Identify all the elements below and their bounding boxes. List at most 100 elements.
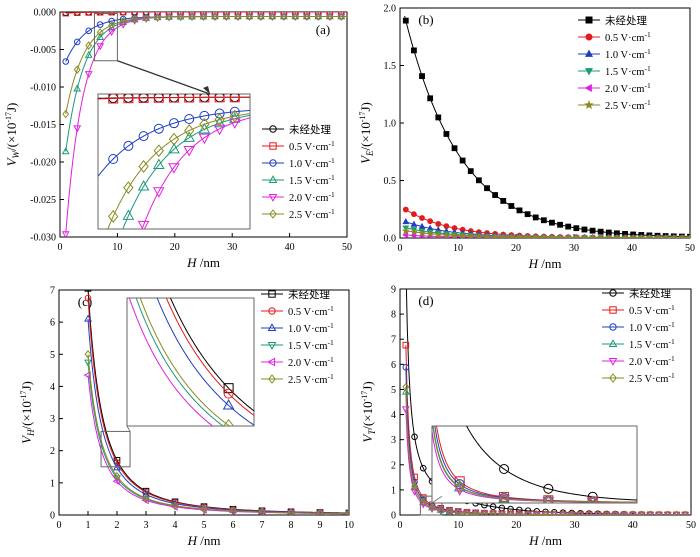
inset-series-line: [135, 298, 224, 426]
data-point: [576, 512, 585, 515]
legend-marker: [584, 99, 594, 110]
data-point: [653, 233, 662, 238]
data-point: [656, 510, 662, 515]
inset-data-point: [499, 464, 510, 475]
data-point: [291, 12, 299, 21]
x-tick-label: 50: [686, 520, 696, 531]
inset-data-point: [137, 180, 150, 191]
data-point: [685, 233, 690, 238]
inset-data-point: [168, 163, 180, 174]
data-point: [534, 510, 540, 515]
data-point: [542, 510, 549, 515]
y-tick-label: 1: [50, 478, 55, 489]
data-point: [229, 506, 237, 515]
zoom-region: [93, 13, 118, 62]
data-point: [234, 12, 242, 20]
data-point: [211, 12, 219, 20]
x-axis-label: H /nm: [186, 255, 220, 270]
data-point: [171, 501, 179, 510]
data-point: [474, 232, 483, 238]
data-point: [540, 217, 547, 224]
data-point: [85, 27, 92, 35]
x-tick-label: 0: [57, 520, 62, 531]
data-point: [119, 21, 128, 29]
data-point: [629, 510, 637, 515]
data-point: [443, 131, 450, 137]
data-point: [165, 14, 173, 22]
data-point: [595, 510, 601, 515]
y-tick-label: 1.5: [384, 61, 397, 72]
inset-data-point: [453, 485, 466, 496]
data-point: [257, 12, 265, 16]
y-tick-label: 7: [50, 286, 55, 297]
data-point: [524, 211, 531, 218]
data-point: [638, 510, 645, 515]
x-tick-label: 30: [569, 243, 579, 254]
data-point: [467, 168, 474, 175]
data-point: [303, 12, 311, 16]
data-point: [628, 512, 637, 515]
data-point: [621, 510, 627, 515]
data-point: [673, 510, 680, 515]
data-point: [402, 17, 409, 24]
data-point: [245, 12, 253, 21]
data-point: [411, 482, 418, 491]
data-point: [542, 510, 549, 515]
data-point: [142, 13, 150, 23]
data-point: [73, 125, 82, 133]
data-point: [119, 12, 127, 16]
data-point: [402, 206, 409, 213]
legend-marker: [584, 68, 594, 76]
data-point: [428, 503, 436, 512]
inset-data-point: [168, 132, 180, 146]
inset-data-point: [543, 483, 554, 494]
data-point: [630, 510, 636, 515]
inset-data-point: [184, 124, 195, 138]
y-tick-label: 8: [391, 310, 396, 321]
legend-entry: 1.0 V·cm-1: [629, 320, 675, 334]
x-tick-label: 20: [511, 243, 521, 254]
data-point: [489, 511, 498, 515]
data-point: [564, 233, 573, 238]
data-point: [211, 12, 219, 16]
data-point: [200, 504, 208, 514]
data-point: [142, 493, 150, 503]
data-point: [222, 12, 231, 20]
data-point: [96, 12, 104, 16]
data-point: [507, 509, 514, 515]
inset-data-point: [199, 110, 210, 121]
data-point: [84, 71, 93, 79]
data-point: [188, 13, 196, 22]
data-point: [596, 233, 605, 238]
data-point: [589, 227, 596, 234]
data-point: [498, 509, 506, 515]
data-point: [612, 233, 621, 238]
legend-entry: 2.0 V·cm-1: [289, 190, 335, 204]
y-tick-label: 4: [50, 382, 55, 393]
data-point: [85, 12, 93, 16]
y-tick-label: 0: [50, 511, 55, 522]
data-point: [647, 510, 653, 515]
data-point: [539, 233, 548, 238]
data-point: [588, 233, 597, 238]
data-point: [344, 511, 349, 515]
y-tick-label: -0.025: [30, 195, 56, 206]
legend-marker: [584, 49, 594, 57]
data-point: [515, 510, 523, 515]
y-tick-label: 6: [50, 318, 55, 329]
data-point: [580, 233, 589, 238]
x-tick-label: 0: [58, 242, 63, 253]
data-point: [681, 510, 689, 515]
data-point: [665, 510, 671, 515]
data-point: [409, 227, 418, 236]
data-point: [280, 12, 288, 16]
data-point: [435, 220, 442, 227]
data-point: [524, 510, 532, 515]
legend-marker: [269, 159, 277, 167]
inset-data-point: [199, 94, 210, 103]
y-axis-label: VE/(×10-17J): [358, 102, 375, 164]
data-point: [279, 13, 288, 21]
data-point: [291, 12, 300, 20]
inset-data-point: [123, 140, 134, 151]
x-tick-label: 7: [260, 520, 265, 531]
